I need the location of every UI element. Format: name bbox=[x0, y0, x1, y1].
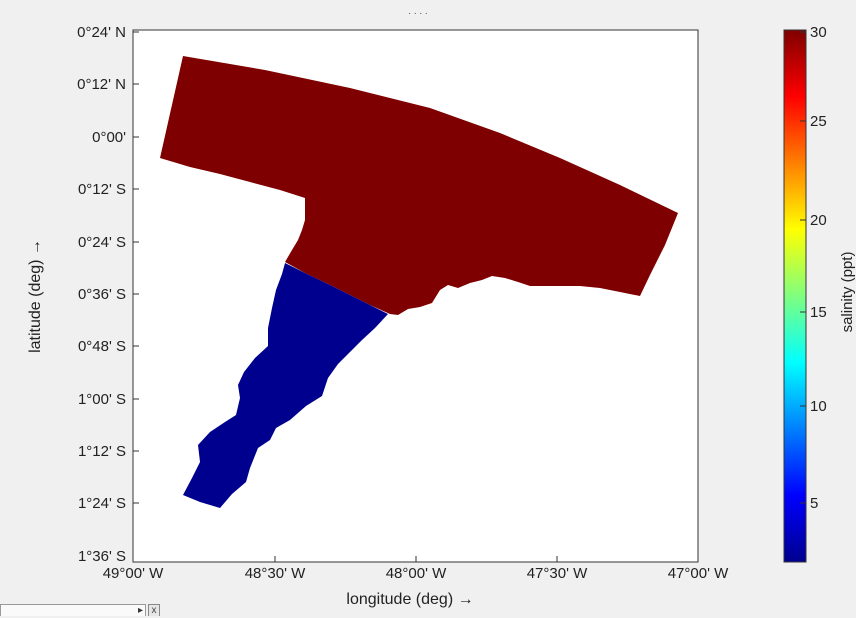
colorbar-tick-label: 20 bbox=[810, 212, 827, 229]
colorbar-label: salinity (ppt) bbox=[839, 252, 856, 333]
estuary-region bbox=[183, 263, 388, 508]
ocean-region bbox=[160, 56, 678, 315]
y-tick-label: 1°12' S bbox=[78, 443, 126, 460]
y-tick-label: 0°24' S bbox=[78, 234, 126, 251]
y-tick-label: 0°12' N bbox=[77, 76, 126, 93]
colorbar-tick-label: 30 bbox=[810, 24, 827, 41]
figure-toolbar-strip: ▸ x bbox=[0, 602, 176, 618]
y-tick-label: 0°00' bbox=[92, 129, 126, 146]
x-tick-label: 47°30' W bbox=[527, 565, 588, 582]
y-tick-label: 0°24' N bbox=[77, 24, 126, 41]
chevron-right-icon[interactable]: ▸ bbox=[137, 605, 143, 616]
x-axis: 49°00' W 48°30' W 48°00' W 47°30' W 47°0… bbox=[103, 556, 729, 582]
colorbar: 30 25 20 15 10 5 salinity (ppt) bbox=[783, 24, 856, 563]
y-tick-label: 1°36' S bbox=[78, 548, 126, 565]
y-axis-label: latitude (deg) → bbox=[27, 239, 44, 353]
colorbar-tick-label: 15 bbox=[810, 304, 827, 321]
colorbar-tick-label: 10 bbox=[810, 398, 827, 415]
x-tick-label: 49°00' W bbox=[103, 565, 164, 582]
x-tick-label: 48°30' W bbox=[245, 565, 306, 582]
colorbar-gradient bbox=[783, 29, 807, 563]
y-tick-label: 0°36' S bbox=[78, 286, 126, 303]
y-tick-label: 1°24' S bbox=[78, 495, 126, 512]
y-axis: 0°24' N 0°12' N 0°00' 0°12' S 0°24' S 0°… bbox=[77, 24, 139, 565]
y-tick-label: 0°48' S bbox=[78, 338, 126, 355]
close-button[interactable]: x bbox=[148, 604, 160, 616]
combo-field[interactable]: ▸ bbox=[0, 604, 146, 616]
y-tick-label: 0°12' S bbox=[78, 181, 126, 198]
colorbar-tick-label: 25 bbox=[810, 113, 827, 130]
figure-title: . . . . bbox=[408, 6, 427, 17]
y-tick-label: 1°00' S bbox=[78, 391, 126, 408]
x-tick-label: 47°00' W bbox=[668, 565, 729, 582]
colorbar-tick-label: 5 bbox=[810, 495, 818, 512]
x-axis-label: longitude (deg) → bbox=[346, 591, 473, 608]
x-tick-label: 48°00' W bbox=[386, 565, 447, 582]
